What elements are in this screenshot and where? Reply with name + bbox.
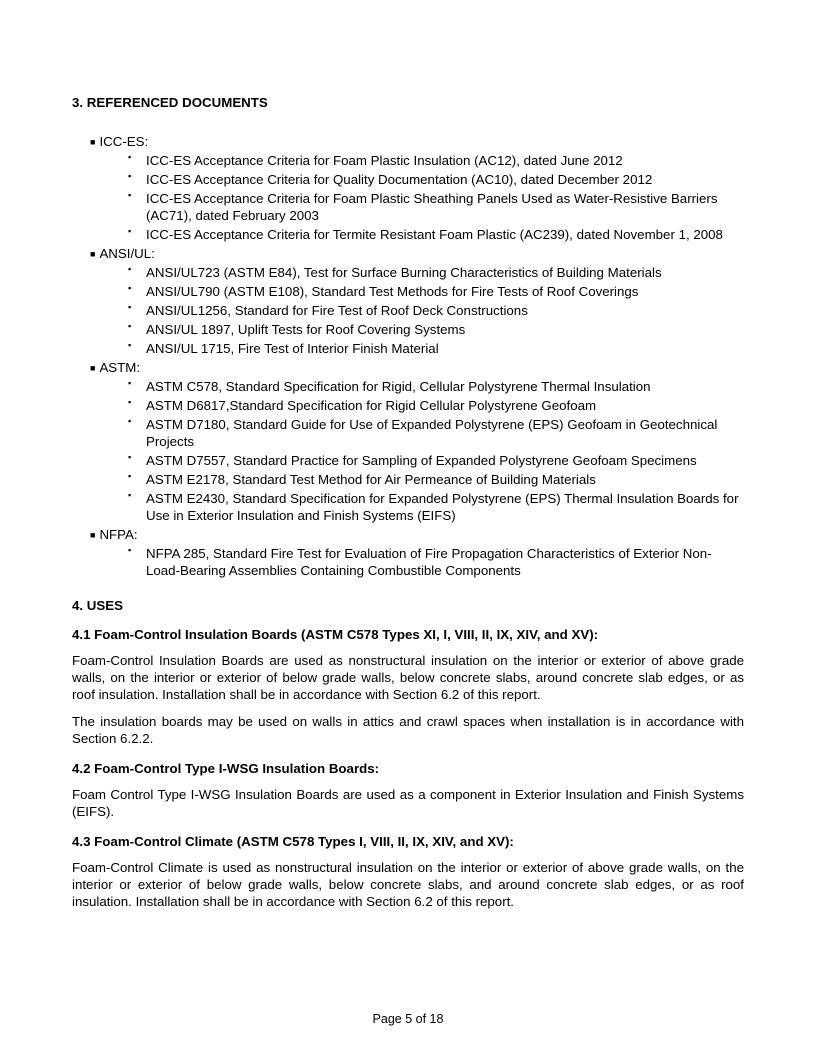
paragraph: Foam Control Type I-WSG Insulation Board… — [72, 786, 744, 820]
ref-group-nfpa: NFPA: NFPA 285, Standard Fire Test for E… — [72, 527, 744, 580]
paragraph: The insulation boards may be used on wal… — [72, 713, 744, 747]
subsection-4-3-heading: 4.3 Foam-Control Climate (ASTM C578 Type… — [72, 834, 744, 849]
list-item: ASTM E2430, Standard Specification for E… — [128, 489, 744, 525]
group-label: NFPA: — [90, 527, 744, 542]
section-4-heading: 4. USES — [72, 598, 744, 613]
list-item: ASTM D7180, Standard Guide for Use of Ex… — [128, 415, 744, 451]
list-item: ANSI/UL 1715, Fire Test of Interior Fini… — [128, 339, 744, 358]
list-item: ICC-ES Acceptance Criteria for Foam Plas… — [128, 151, 744, 170]
list-item: ASTM E2178, Standard Test Method for Air… — [128, 470, 744, 489]
list-item: ICC-ES Acceptance Criteria for Termite R… — [128, 225, 744, 244]
group-label: ANSI/UL: — [90, 246, 744, 261]
list-item: ANSI/UL 1897, Uplift Tests for Roof Cove… — [128, 320, 744, 339]
section-3-heading: 3. REFERENCED DOCUMENTS — [72, 95, 744, 110]
ref-group-icc: ICC-ES: ICC-ES Acceptance Criteria for F… — [72, 134, 744, 244]
ref-group-astm: ASTM: ASTM C578, Standard Specification … — [72, 360, 744, 525]
paragraph: Foam-Control Insulation Boards are used … — [72, 652, 744, 703]
paragraph: Foam-Control Climate is used as nonstruc… — [72, 859, 744, 910]
list-item: ANSI/UL790 (ASTM E108), Standard Test Me… — [128, 282, 744, 301]
list-item: ANSI/UL723 (ASTM E84), Test for Surface … — [128, 263, 744, 282]
subsection-4-2-heading: 4.2 Foam-Control Type I-WSG Insulation B… — [72, 761, 744, 776]
page-footer: Page 5 of 18 — [0, 1012, 816, 1026]
list-item: ASTM D6817,Standard Specification for Ri… — [128, 396, 744, 415]
list-item: NFPA 285, Standard Fire Test for Evaluat… — [128, 544, 744, 580]
list-item: ASTM C578, Standard Specification for Ri… — [128, 377, 744, 396]
list-item: ANSI/UL1256, Standard for Fire Test of R… — [128, 301, 744, 320]
group-label: ICC-ES: — [90, 134, 744, 149]
group-label: ASTM: — [90, 360, 744, 375]
list-item: ICC-ES Acceptance Criteria for Quality D… — [128, 170, 744, 189]
subsection-4-1-heading: 4.1 Foam-Control Insulation Boards (ASTM… — [72, 627, 744, 642]
list-item: ASTM D7557, Standard Practice for Sampli… — [128, 451, 744, 470]
list-item: ICC-ES Acceptance Criteria for Foam Plas… — [128, 189, 744, 225]
ref-group-ansi: ANSI/UL: ANSI/UL723 (ASTM E84), Test for… — [72, 246, 744, 358]
